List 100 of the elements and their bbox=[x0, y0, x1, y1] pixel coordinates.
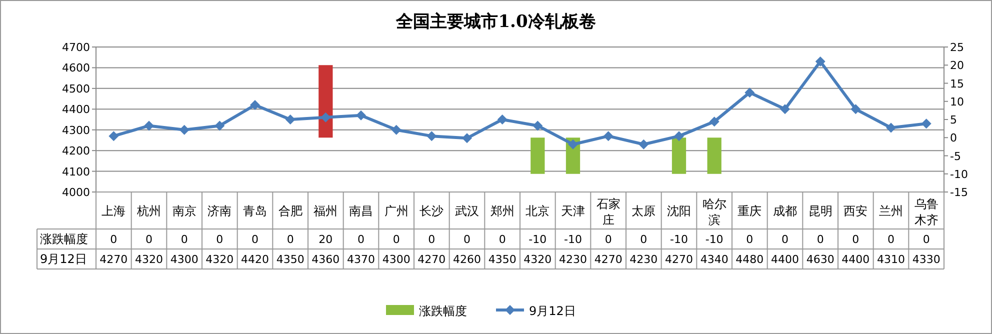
y2-tick-label: 15 bbox=[950, 77, 964, 90]
data-label: 0 bbox=[252, 233, 258, 246]
data-label: 0 bbox=[392, 233, 400, 246]
data-label: 4340 bbox=[700, 253, 728, 266]
data-label: 4230 bbox=[559, 253, 587, 266]
point bbox=[815, 56, 826, 66]
data-label: 4260 bbox=[453, 253, 481, 266]
data-label: 4400 bbox=[842, 253, 870, 266]
data-label: -10 bbox=[670, 233, 688, 246]
data-label: -10 bbox=[528, 233, 547, 246]
x-tick-label: 武汉 bbox=[455, 204, 479, 218]
point bbox=[108, 131, 119, 142]
x-tick-label: 兰州 bbox=[879, 204, 903, 218]
y2-tick-label: 10 bbox=[950, 95, 964, 108]
y2-tick-label: 0 bbox=[950, 132, 957, 145]
legend-label: 9月12日 bbox=[529, 304, 576, 318]
point bbox=[638, 139, 649, 150]
data-label: 0 bbox=[286, 233, 294, 246]
text: 9月12日 bbox=[40, 252, 87, 266]
data-label: 0 bbox=[146, 233, 152, 246]
data-label: 4420 bbox=[241, 253, 269, 266]
data-label: 0 bbox=[782, 233, 788, 246]
data-label: -10 bbox=[705, 233, 724, 246]
data-label: 0 bbox=[816, 233, 824, 246]
y-tick-label: 4100 bbox=[62, 165, 90, 178]
x-tick-label: 哈尔滨 bbox=[702, 197, 726, 227]
point bbox=[497, 114, 508, 124]
data-label: 0 bbox=[110, 233, 118, 246]
data-label: 4270 bbox=[665, 253, 693, 266]
data-label: 4480 bbox=[736, 253, 764, 266]
data-label: 20 bbox=[318, 233, 333, 246]
data-label: 0 bbox=[852, 233, 860, 246]
point bbox=[462, 133, 472, 144]
y2-tick-label: 25 bbox=[950, 41, 964, 54]
data-label: 4400 bbox=[771, 253, 799, 266]
data-label: 4230 bbox=[630, 253, 658, 266]
data-label: 4320 bbox=[524, 253, 552, 266]
text: 涨跌幅度 bbox=[40, 232, 88, 246]
point bbox=[921, 118, 932, 129]
x-tick-label: 福州 bbox=[314, 204, 338, 218]
data-label: 0 bbox=[922, 233, 930, 246]
y-tick-label: 4500 bbox=[62, 82, 90, 96]
data-label: 4330 bbox=[912, 253, 940, 266]
x-tick-label: 西安 bbox=[844, 204, 868, 218]
point bbox=[603, 131, 614, 142]
data-label: 4270 bbox=[100, 253, 128, 266]
x-tick-label: 济南 bbox=[208, 204, 232, 218]
data-label: 4370 bbox=[347, 253, 375, 266]
x-tick-label: 天津 bbox=[561, 204, 585, 218]
data-label: 0 bbox=[604, 233, 612, 246]
data-label: 4630 bbox=[806, 253, 834, 266]
data-label: 4350 bbox=[488, 253, 516, 266]
point bbox=[320, 112, 331, 122]
point bbox=[709, 116, 720, 127]
data-label: 0 bbox=[888, 233, 894, 246]
data-label: 4310 bbox=[877, 253, 905, 266]
point bbox=[285, 114, 296, 124]
data-label: 0 bbox=[216, 233, 224, 246]
point bbox=[532, 120, 543, 131]
x-tick-label: 青岛 bbox=[243, 204, 267, 218]
point bbox=[426, 131, 437, 142]
y2-tick-label: -15 bbox=[950, 186, 968, 199]
point bbox=[356, 110, 366, 120]
x-tick-label: 太原 bbox=[632, 204, 656, 218]
x-tick-label: 成都 bbox=[773, 204, 797, 218]
y-tick-label: 4000 bbox=[62, 186, 90, 199]
y-tick-label: 4700 bbox=[62, 41, 90, 54]
data-label: 4350 bbox=[276, 253, 304, 266]
point bbox=[780, 104, 790, 114]
legend-label: 涨跌幅度 bbox=[419, 304, 467, 318]
y2-tick-label: -10 bbox=[950, 168, 968, 181]
chart-title: 全国主要城市1.0冷轧板卷 bbox=[395, 12, 596, 32]
data-label: 0 bbox=[746, 233, 754, 246]
point bbox=[391, 124, 402, 135]
data-label: 4270 bbox=[594, 253, 622, 266]
data-label: 0 bbox=[498, 233, 506, 246]
y-tick-label: 4400 bbox=[62, 103, 90, 116]
point bbox=[886, 122, 896, 133]
x-tick-label: 南昌 bbox=[349, 204, 373, 218]
data-label: 4300 bbox=[170, 253, 198, 266]
x-tick-label: 北京 bbox=[526, 204, 550, 218]
data-label: 4320 bbox=[206, 253, 234, 266]
x-tick-label: 昆明 bbox=[808, 204, 832, 218]
data-label: 4300 bbox=[382, 253, 410, 266]
x-tick-label: 重庆 bbox=[738, 204, 762, 218]
data-label: 0 bbox=[358, 233, 364, 246]
data-label: 0 bbox=[464, 233, 470, 246]
x-tick-label: 郑州 bbox=[490, 204, 514, 218]
data-label: 4360 bbox=[312, 253, 340, 266]
x-tick-label: 乌鲁木齐 bbox=[914, 197, 938, 227]
data-label: 4320 bbox=[135, 253, 163, 266]
x-tick-label: 长沙 bbox=[420, 204, 444, 218]
data-label: 4270 bbox=[418, 253, 446, 266]
point bbox=[179, 124, 190, 135]
x-tick-label: 沈阳 bbox=[667, 204, 691, 218]
point bbox=[214, 120, 225, 131]
y-tick-label: 4200 bbox=[62, 144, 90, 158]
x-tick-label: 合肥 bbox=[278, 204, 302, 218]
y-tick-label: 4600 bbox=[62, 62, 90, 75]
data-label: 0 bbox=[180, 233, 188, 246]
